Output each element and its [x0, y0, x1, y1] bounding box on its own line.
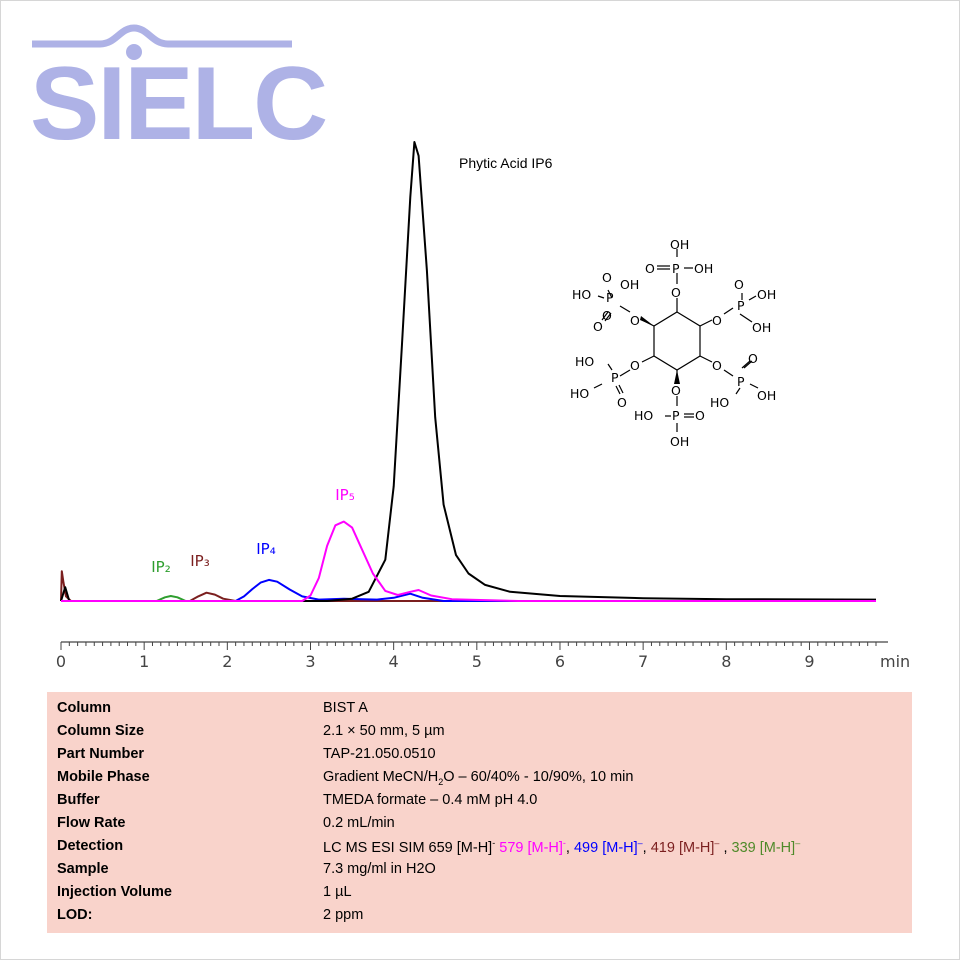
conditions-table: Column BIST A Column Size 2.1 × 50 mm, 5…: [47, 692, 912, 933]
structure-label: HO: [710, 395, 729, 410]
x-tick-label: 0: [56, 652, 66, 671]
condition-label: Sample: [57, 861, 109, 877]
structure-label: O: [695, 408, 705, 423]
condition-value: TAP-21.050.0510: [323, 746, 436, 762]
detection-ip6: LC MS ESI SIM 659 [M-H]: [323, 839, 493, 856]
structure-label: O: [630, 313, 640, 328]
condition-value: TMEDA formate – 0.4 mM pH 4.0: [323, 792, 538, 808]
structure-label: O: [617, 395, 627, 410]
x-axis: 0 1 2 3 4 5 6 7 8 9: [56, 641, 888, 671]
condition-label: Column Size: [57, 723, 145, 739]
series-ip3: [60, 570, 876, 602]
structure-label: P: [606, 290, 614, 305]
structure-label: HO: [575, 354, 594, 369]
structure-label: OH: [670, 237, 689, 252]
x-tick-label: 3: [305, 652, 315, 671]
condition-label: Buffer: [57, 792, 100, 808]
structure-label: OH: [694, 261, 713, 276]
x-tick-label: 9: [804, 652, 814, 671]
condition-label: Detection: [57, 838, 124, 854]
x-tick-label: 7: [638, 652, 648, 671]
phytic-acid-structure: OH O P OH HO OH O P OH P O OH HO O P OH …: [570, 237, 776, 449]
structure-label: P: [611, 370, 619, 385]
structure-label: O: [602, 308, 612, 323]
structure-label: O: [671, 383, 681, 398]
condition-value: Gradient MeCN/H2O – 60/40% - 10/90%, 10 …: [323, 769, 633, 787]
logo-swoosh: [32, 24, 292, 60]
structure-label: HO: [572, 287, 591, 302]
detection-ip4: 499 [M-H]: [573, 839, 638, 856]
structure-label: O: [734, 277, 744, 292]
chart-title: Phytic Acid IP6: [459, 155, 553, 171]
x-tick-label: 1: [139, 652, 149, 671]
detection-sep: ,: [642, 839, 651, 856]
detection-ip5: 579 [M-H]: [499, 839, 563, 856]
series-ip6: [60, 141, 877, 602]
peak-labels: IP₅ IP₄ IP₃ IP₂: [151, 486, 354, 576]
peak-label-ip5: IP₅: [335, 486, 354, 504]
detection-sup: -: [492, 838, 496, 848]
series-layer: [60, 141, 877, 602]
mobile-phase-subscript: 2: [438, 776, 444, 787]
detection-sep: ,: [565, 839, 574, 856]
detection-sup: –: [637, 838, 643, 848]
condition-value: 2.1 × 50 mm, 5 µm: [323, 723, 445, 739]
condition-value: LC MS ESI SIM 659 [M-H]- 579 [M-H]-, 499…: [323, 838, 800, 856]
structure-label: OH: [670, 434, 689, 449]
structure-label: P: [672, 408, 680, 423]
structure-label: O: [748, 351, 758, 366]
structure-label: P: [737, 298, 745, 313]
x-tick-label: 6: [555, 652, 565, 671]
peak-label-ip2: IP₂: [151, 558, 170, 576]
structure-label: P: [737, 374, 745, 389]
x-tick-label: 5: [472, 652, 482, 671]
structure-label: P: [672, 261, 680, 276]
structure-label: O: [593, 319, 603, 334]
detection-sep: ,: [719, 839, 732, 856]
peak-label-ip4: IP₄: [256, 540, 275, 558]
x-tick-label: 4: [389, 652, 399, 671]
condition-label: Column: [57, 700, 111, 716]
structure-label: O: [602, 270, 612, 285]
structure-label: HO: [634, 408, 653, 423]
mobile-phase-text: Gradient MeCN/H: [323, 769, 439, 785]
detection-ip2: 339 [M-H]: [731, 839, 796, 856]
structure-label: O: [671, 285, 681, 300]
structure-label: O: [712, 313, 722, 328]
detection-ip3: 419 [M-H]: [650, 839, 715, 856]
structure-label: OH: [620, 277, 639, 292]
condition-label: Part Number: [57, 746, 145, 762]
detection-sup: –: [714, 838, 720, 848]
structure-label: OH: [757, 287, 776, 302]
series-ip5: [61, 520, 876, 602]
x-tick-label: 2: [222, 652, 232, 671]
mobile-phase-text-2: O – 60/40% - 10/90%, 10 min: [443, 769, 634, 785]
condition-value: 0.2 mL/min: [323, 815, 395, 831]
condition-label: Flow Rate: [57, 815, 126, 831]
series-ip4: [61, 578, 876, 602]
condition-value: 1 µL: [323, 884, 352, 900]
x-axis-label: min: [880, 652, 910, 671]
condition-label: Mobile Phase: [57, 769, 150, 785]
structure-label: O: [645, 261, 655, 276]
structure-label: OH: [757, 388, 776, 403]
structure-label: O: [712, 358, 722, 373]
detection-sup: –: [795, 838, 801, 848]
sielc-logo: SIELC: [30, 22, 328, 156]
structure-label: OH: [752, 320, 771, 335]
structure-label: HO: [570, 386, 589, 401]
condition-value: 2 ppm: [323, 907, 364, 923]
structure-label: O: [630, 358, 640, 373]
peak-label-ip3: IP₃: [190, 552, 209, 570]
detection-sup: -: [562, 838, 566, 848]
condition-label: Injection Volume: [57, 884, 172, 900]
condition-value: 7.3 mg/ml in H2O: [323, 861, 436, 877]
condition-value: BIST A: [323, 700, 368, 716]
logo-text: SIELC: [30, 46, 328, 162]
condition-label: LOD:: [57, 907, 93, 923]
x-tick-label: 8: [721, 652, 731, 671]
